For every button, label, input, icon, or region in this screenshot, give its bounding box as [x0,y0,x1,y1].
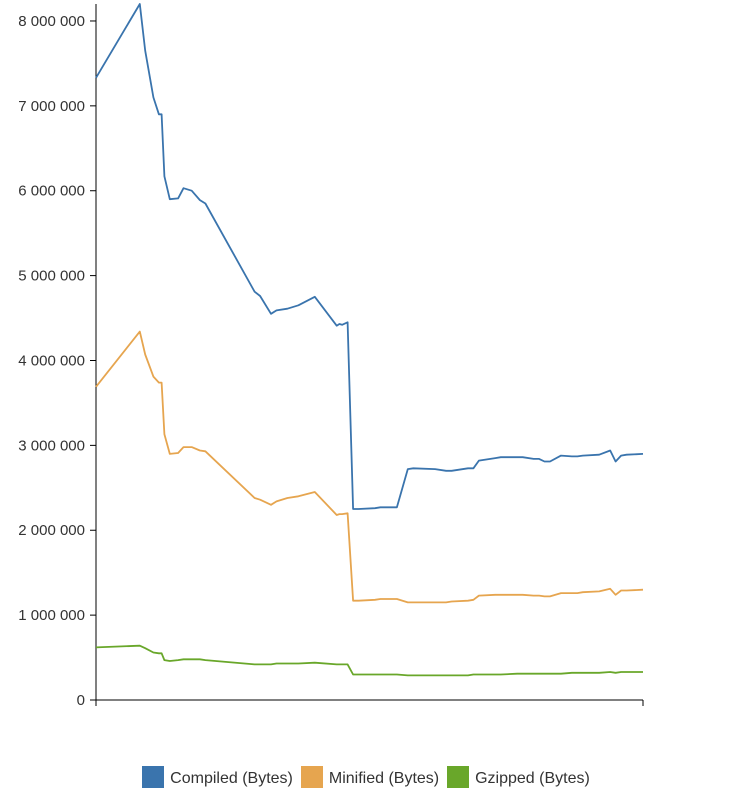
series-line-compiled-bytes [95,3,644,510]
series-line-minified-bytes [95,330,644,604]
legend-swatch [300,766,323,788]
line-chart: 0 1 000 000 2 000 000 3 000 000 4 000 000 5 0… [18,3,644,709]
y-tick-label: 0 [77,692,85,709]
series-line-gzipped-bytes [95,644,643,677]
legend-item-minified-bytes[interactable]: Minified (Bytes) [300,766,440,788]
legend-swatch [142,766,165,788]
series-lines [95,3,644,677]
legend-label: Compiled (Bytes) [170,770,293,787]
y-tick-label: 5 000 000 [18,268,85,285]
y-tick-label: 7 000 000 [18,98,85,115]
y-tick-label: 8 000 000 [18,13,85,30]
legend-swatch [447,766,470,788]
y-axis: 0 1 000 000 2 000 000 3 000 000 4 000 000 5 0… [18,4,97,709]
x-axis [95,699,644,706]
y-tick-label: 2 000 000 [18,522,85,539]
legend-item-gzipped-bytes[interactable]: Gzipped (Bytes) [447,766,590,788]
y-tick-label: 4 000 000 [18,352,85,369]
y-tick-label: 1 000 000 [18,607,85,624]
legend-item-compiled-bytes[interactable]: Compiled (Bytes) [142,766,293,788]
y-tick-label: 3 000 000 [18,437,85,454]
legend: Compiled (Bytes) Minified (Bytes) Gzipped … [0,766,732,788]
legend-label: Minified (Bytes) [328,770,440,787]
y-tick-label: 6 000 000 [18,183,85,200]
legend-label: Gzipped (Bytes) [475,770,590,787]
